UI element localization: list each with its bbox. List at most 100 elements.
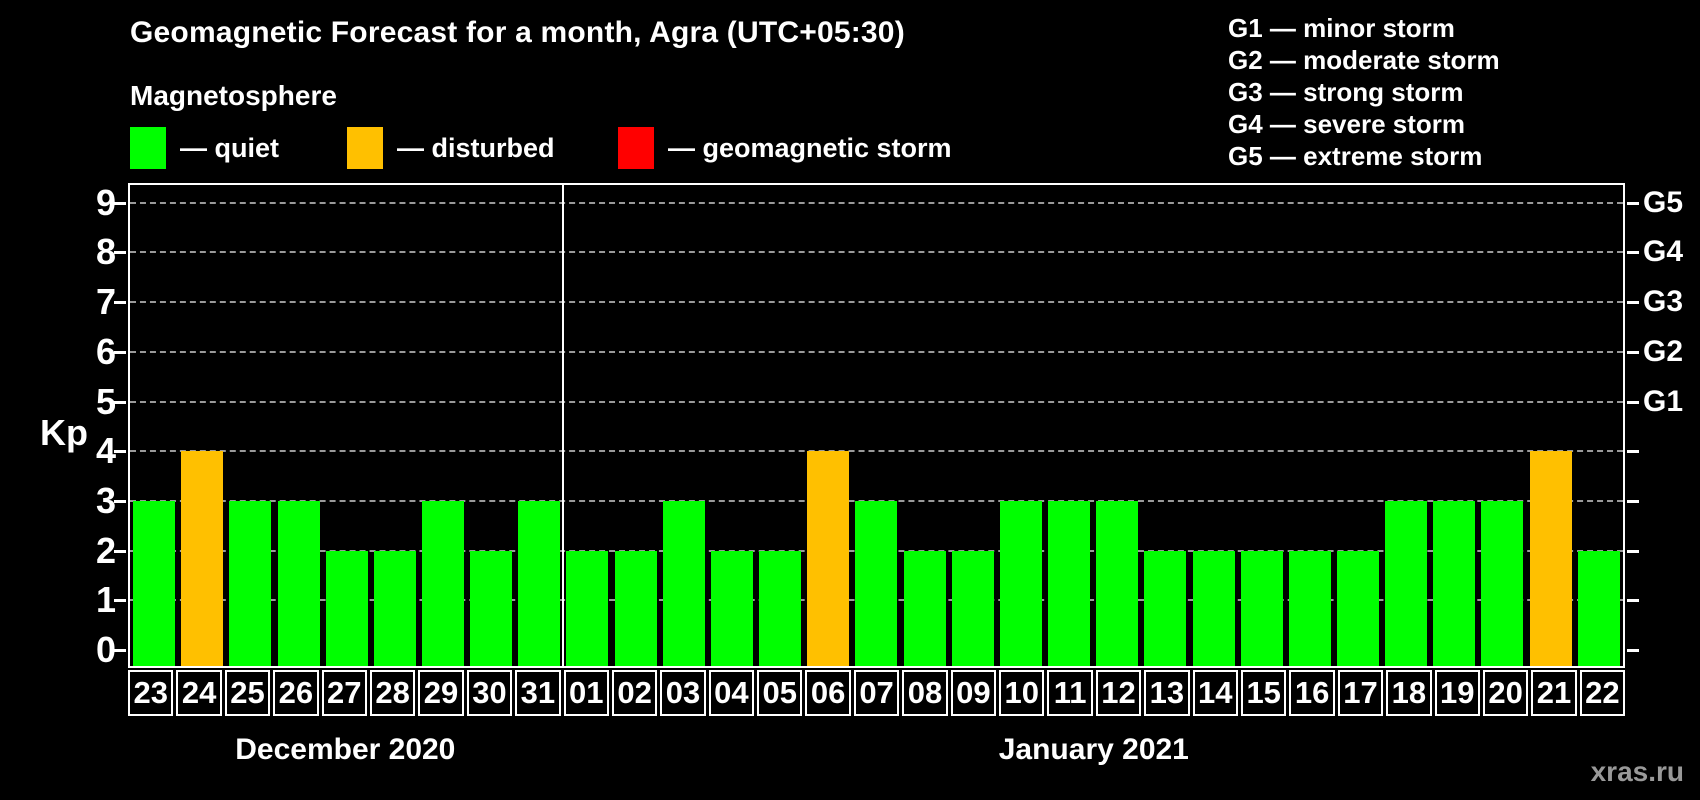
left-tick-kp-7 — [114, 301, 126, 305]
bar-slot-28 — [371, 185, 419, 666]
kp-bar-december-26 — [277, 500, 320, 666]
right-tick-kp-6 — [1627, 350, 1639, 354]
gridline-kp-7 — [130, 301, 1623, 304]
day-label-03: 03 — [660, 670, 706, 716]
bar-slot-19 — [1430, 185, 1478, 666]
right-tick-kp-0 — [1627, 649, 1639, 652]
day-label-17: 17 — [1337, 670, 1384, 716]
day-label-20: 20 — [1482, 670, 1529, 716]
y-tick-label-5: 5 — [95, 380, 116, 422]
bar-slot-18 — [1382, 185, 1430, 666]
day-label-21: 21 — [1531, 670, 1577, 716]
kp-bar-january-16 — [1288, 550, 1331, 666]
right-tick-kp-1 — [1627, 599, 1639, 603]
kp-bar-january-07 — [855, 500, 898, 666]
right-tick-kp-2 — [1627, 549, 1639, 553]
y-tick-label-3: 3 — [95, 479, 116, 521]
y-tick-label-1: 1 — [95, 579, 116, 621]
bar-slot-03 — [660, 185, 708, 666]
y-tick-label-6: 6 — [95, 330, 116, 372]
bar-slot-04 — [708, 185, 756, 666]
legend-item-quiet: — quiet — [130, 126, 279, 170]
y-tick-label-4: 4 — [95, 430, 116, 472]
bar-slot-30 — [467, 185, 515, 666]
plot-area — [114, 183, 1639, 668]
gridline-kp-6 — [130, 350, 1623, 353]
y-tick-label-0: 0 — [95, 629, 116, 670]
kp-bar-january-17 — [1336, 550, 1379, 666]
kp-bar-january-19 — [1433, 500, 1476, 666]
bar-slot-09 — [949, 185, 997, 666]
bar-slot-24 — [178, 185, 226, 666]
kp-bar-january-09 — [951, 550, 994, 666]
storm-scale-g5: G5 — extreme storm — [1228, 141, 1483, 171]
bar-slot-21 — [1527, 185, 1575, 666]
y-tick-label-9: 9 — [95, 181, 116, 223]
right-axis-label-g3: G3 — [1643, 285, 1684, 319]
day-label-01: 01 — [563, 670, 609, 716]
day-label-04: 04 — [708, 670, 755, 716]
bars-layer — [130, 185, 1623, 666]
bar-slot-31 — [515, 185, 563, 666]
bar-slot-15 — [1238, 185, 1286, 666]
kp-bar-january-05 — [759, 550, 802, 666]
bar-slot-23 — [130, 185, 178, 666]
right-tick-kp-3 — [1627, 499, 1639, 503]
right-tick-kp-4 — [1627, 450, 1639, 454]
legend-item-disturbed: — disturbed — [347, 126, 555, 170]
day-label-18: 18 — [1386, 670, 1432, 716]
y-tick-label-2: 2 — [95, 529, 116, 571]
day-label-11: 11 — [1047, 670, 1093, 716]
day-label-05: 05 — [757, 670, 803, 716]
kp-bar-december-25 — [229, 500, 272, 666]
bar-slot-22 — [1575, 185, 1623, 666]
gridline-kp-8 — [130, 251, 1623, 254]
kp-bar-january-03 — [662, 500, 705, 666]
bar-slot-06 — [804, 185, 852, 666]
bar-slot-11 — [1045, 185, 1093, 666]
month-divider-line — [562, 185, 565, 666]
day-label-13: 13 — [1144, 670, 1190, 716]
left-tick-kp-1 — [114, 599, 126, 603]
day-label-08: 08 — [902, 670, 948, 716]
right-tick-kp-8 — [1627, 251, 1639, 255]
gridline-kp-3 — [130, 499, 1623, 502]
bar-slot-14 — [1189, 185, 1237, 666]
right-axis-label-g5: G5 — [1643, 185, 1684, 219]
day-label-14: 14 — [1192, 670, 1238, 716]
axis-tick-layer — [114, 185, 1639, 666]
day-label-31: 31 — [515, 670, 561, 716]
day-label-25: 25 — [224, 670, 271, 716]
kp-bar-december-24 — [181, 451, 224, 666]
bar-slot-17 — [1334, 185, 1382, 666]
bar-slot-29 — [419, 185, 467, 666]
y-tick-label-7: 7 — [95, 281, 116, 323]
bar-slot-05 — [756, 185, 804, 666]
left-tick-kp-3 — [114, 499, 126, 503]
watermark: xras.ru — [1590, 756, 1684, 787]
month-labels: December 2020 January 2021 — [128, 730, 1625, 770]
day-label-30: 30 — [466, 670, 513, 716]
legend-label-storm: — geomagnetic storm — [668, 132, 952, 163]
bar-slot-13 — [1141, 185, 1189, 666]
legend-label-disturbed: — disturbed — [397, 132, 555, 163]
day-label-19: 19 — [1434, 670, 1480, 716]
day-label-09: 09 — [950, 670, 997, 716]
day-label-26: 26 — [273, 670, 319, 716]
disturbed-color-swatch — [347, 127, 383, 169]
bar-slot-07 — [852, 185, 900, 666]
bar-slot-25 — [226, 185, 274, 666]
day-label-12: 12 — [1095, 670, 1142, 716]
bar-slot-08 — [901, 185, 949, 666]
kp-bar-january-06 — [807, 451, 850, 666]
kp-bar-december-27 — [325, 550, 368, 666]
day-label-02: 02 — [611, 670, 658, 716]
left-tick-kp-2 — [114, 549, 126, 553]
left-tick-kp-6 — [114, 350, 126, 354]
right-tick-kp-9 — [1627, 201, 1639, 205]
bar-slot-27 — [323, 185, 371, 666]
kp-bar-january-21 — [1529, 451, 1572, 666]
quiet-color-swatch — [130, 127, 166, 169]
storm-scale-g2: G2 — moderate storm — [1228, 45, 1500, 75]
